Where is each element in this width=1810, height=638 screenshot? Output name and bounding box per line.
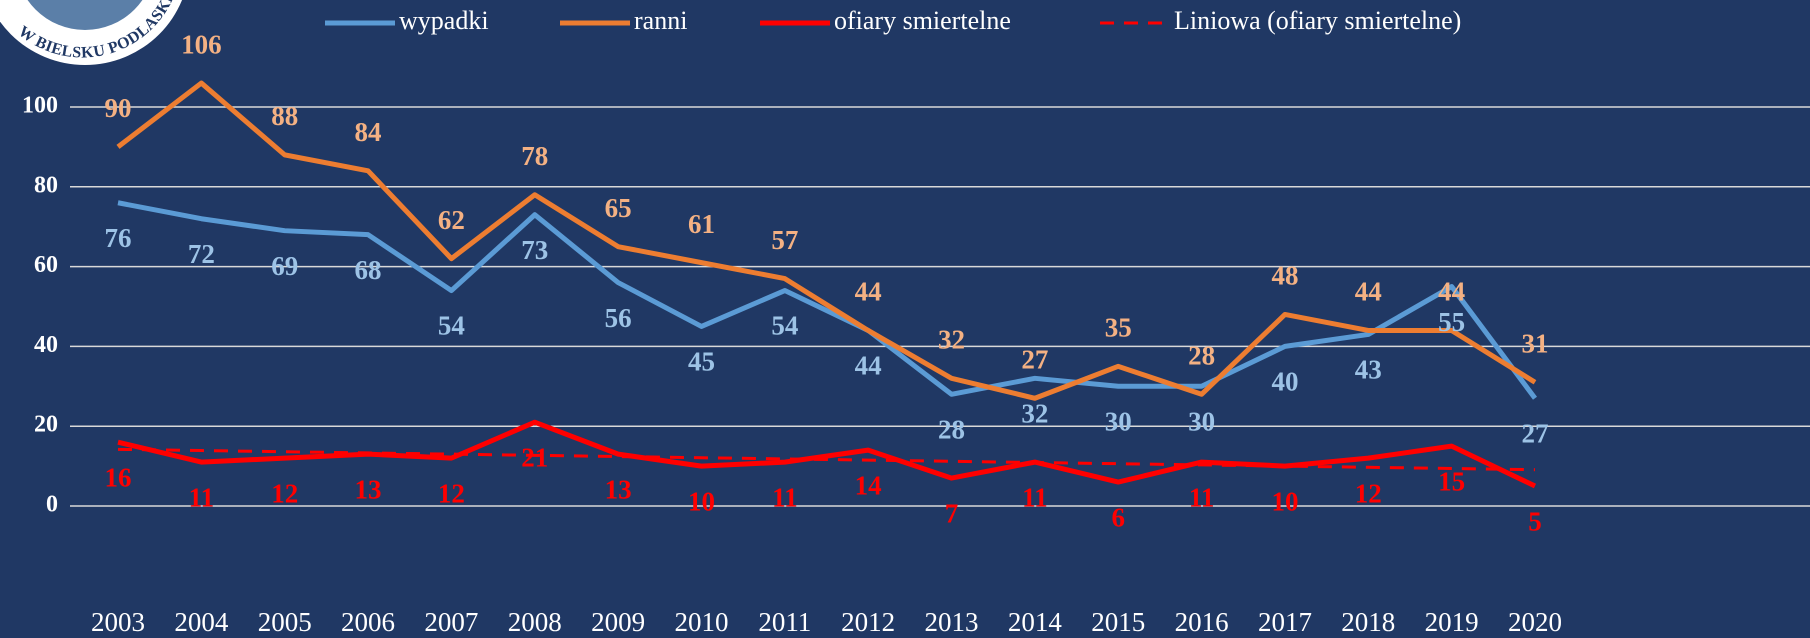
legend-label: wypadki	[399, 6, 489, 35]
data-label: 73	[521, 235, 548, 265]
data-label: 84	[355, 117, 382, 147]
data-label: 14	[855, 470, 882, 500]
y-tick-label: 20	[34, 412, 58, 438]
y-tick-label: 100	[22, 93, 58, 119]
y-tick-label: 60	[34, 252, 58, 278]
data-label: 57	[771, 225, 798, 255]
data-label: 54	[771, 311, 798, 341]
data-label: 48	[1271, 261, 1298, 291]
data-label: 32	[938, 325, 965, 355]
legend-label: Liniowa (ofiary smiertelne)	[1174, 6, 1461, 35]
data-label: 54	[438, 311, 465, 341]
x-tick-label: 2007	[424, 607, 478, 637]
x-tick-label: 2019	[1425, 607, 1479, 637]
trend-line	[117, 447, 1536, 472]
data-label: 55	[1438, 307, 1465, 337]
legend-label: ofiary smiertelne	[834, 6, 1011, 35]
x-tick-label: 2018	[1341, 607, 1395, 637]
data-label: 11	[1022, 482, 1048, 512]
x-tick-label: 2010	[674, 607, 728, 637]
data-label: 44	[1438, 277, 1465, 307]
data-label: 62	[438, 205, 465, 235]
x-tick-label: 2006	[341, 607, 395, 637]
data-label: 10	[688, 486, 715, 516]
legend-label: ranni	[634, 6, 687, 35]
x-tick-label: 2013	[925, 607, 979, 637]
data-label: 44	[855, 277, 882, 307]
data-label: 6	[1111, 502, 1125, 532]
data-label: 44	[1355, 277, 1382, 307]
x-tick-label: 2015	[1091, 607, 1145, 637]
data-label: 12	[438, 478, 465, 508]
data-label: 11	[1189, 482, 1215, 512]
data-label: 11	[772, 482, 798, 512]
data-label: 90	[105, 93, 132, 123]
x-tick-label: 2016	[1175, 607, 1229, 637]
y-tick-label: 80	[34, 172, 58, 198]
data-label: 35	[1105, 313, 1132, 343]
x-tick-label: 2008	[508, 607, 562, 637]
x-tick-label: 2009	[591, 607, 645, 637]
data-label: 11	[189, 482, 215, 512]
data-label: 12	[1355, 478, 1382, 508]
data-label: 43	[1355, 355, 1382, 385]
data-label: 65	[605, 193, 632, 223]
data-label: 45	[688, 347, 715, 377]
data-label: 27	[1522, 418, 1549, 448]
y-tick-label: 0	[46, 492, 58, 518]
logo-center	[27, 0, 143, 30]
data-label: 32	[1021, 399, 1048, 429]
data-label: 28	[938, 414, 965, 444]
data-label: 13	[605, 474, 632, 504]
data-label: 106	[181, 29, 222, 59]
data-label: 30	[1188, 407, 1215, 437]
x-tick-label: 2003	[91, 607, 145, 637]
series-line	[116, 80, 1537, 401]
data-label: 72	[188, 239, 215, 269]
data-label: 61	[688, 209, 715, 239]
x-tick-label: 2004	[174, 607, 229, 637]
x-tick-label: 2005	[258, 607, 312, 637]
data-label: 68	[355, 255, 382, 285]
data-label: 30	[1105, 407, 1132, 437]
data-label: 44	[855, 351, 882, 381]
y-tick-label: 40	[34, 332, 58, 358]
data-label: 15	[1438, 466, 1465, 496]
data-label: 28	[1188, 340, 1215, 370]
series-line	[117, 200, 1538, 400]
x-tick-label: 2012	[841, 607, 895, 637]
data-label: 10	[1271, 486, 1298, 516]
series-line	[117, 419, 1537, 489]
data-label: 16	[105, 462, 132, 492]
data-label: 56	[605, 303, 632, 333]
x-tick-label: 2020	[1508, 607, 1562, 637]
x-tick-label: 2017	[1258, 607, 1312, 637]
x-tick-label: 2014	[1008, 607, 1063, 637]
data-label: 78	[521, 141, 548, 171]
data-label: 40	[1271, 367, 1298, 397]
data-label: 31	[1522, 329, 1549, 359]
data-label: 5	[1528, 506, 1542, 536]
x-tick-label: 2011	[758, 607, 811, 637]
data-label: 76	[105, 223, 132, 253]
data-label: 21	[521, 442, 548, 472]
data-label: 12	[271, 478, 298, 508]
data-label: 7	[945, 498, 959, 528]
data-label: 88	[271, 101, 298, 131]
data-label: 69	[271, 251, 298, 281]
data-label: 13	[355, 474, 382, 504]
data-label: 27	[1021, 344, 1048, 374]
